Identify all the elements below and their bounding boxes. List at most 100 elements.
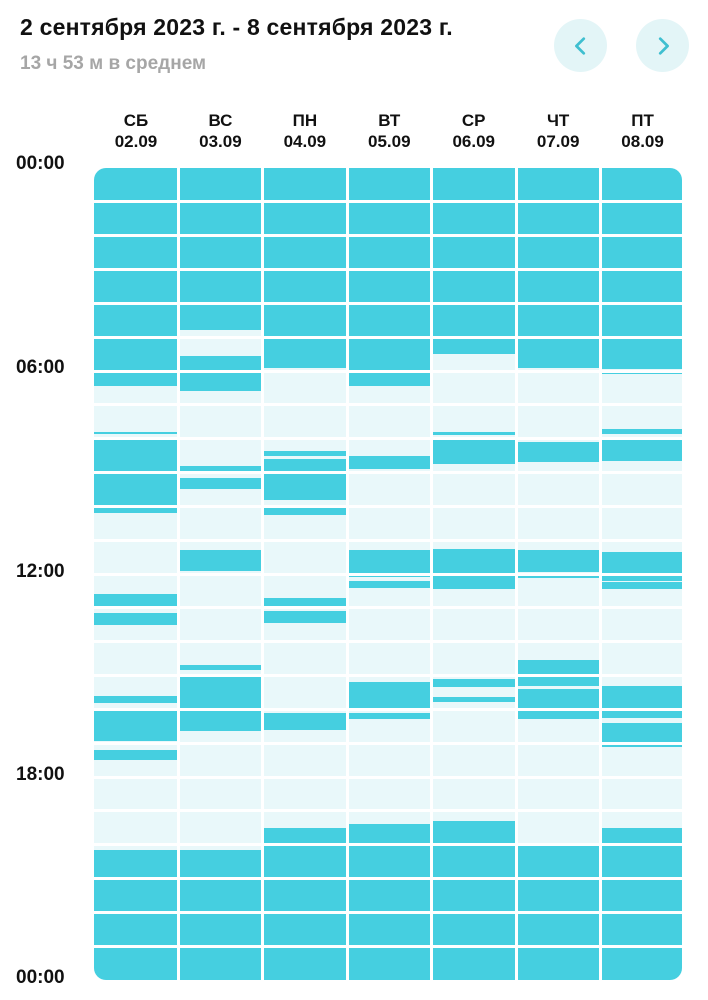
day-weekday: СР [461, 111, 486, 130]
day-date: 07.09 [536, 132, 580, 151]
hour-divider [94, 572, 682, 576]
hour-divider [94, 369, 682, 373]
sleep-segment [347, 682, 432, 710]
hour-divider [94, 471, 682, 474]
day-column-0 [94, 168, 179, 980]
sleep-segment [431, 820, 517, 980]
day-header-3: ВТ 05.09 [347, 110, 431, 152]
sleep-segment [262, 450, 348, 456]
sleep-segment [94, 168, 179, 387]
sleep-segment [516, 550, 601, 573]
hour-divider [94, 775, 682, 779]
sleep-segment [347, 580, 432, 588]
sleep-segment [94, 849, 179, 980]
hour-divider [94, 910, 682, 914]
day-header-0: СБ 02.09 [94, 110, 178, 152]
day-column-3 [347, 168, 432, 980]
sleep-segment [600, 722, 682, 747]
day-header-1: ВС 03.09 [178, 110, 262, 152]
sleep-segment [94, 431, 179, 435]
time-label-3: 18:00 [16, 764, 65, 785]
day-weekday: ВС [208, 111, 233, 130]
sleep-segment [178, 465, 263, 472]
day-date: 05.09 [368, 132, 411, 151]
sleep-segment [431, 440, 517, 465]
day-header-2: ПН 04.09 [263, 110, 347, 152]
sleep-segment [262, 611, 348, 624]
sleep-segment [94, 695, 179, 703]
time-label-1: 06:00 [16, 357, 65, 378]
sleep-segment [94, 594, 179, 608]
sleep-segment [94, 709, 179, 742]
day-header-5: ЧТ 07.09 [516, 110, 600, 152]
time-label-4: 00:00 [16, 967, 65, 988]
day-date: 08.09 [621, 132, 664, 151]
day-weekday: СБ [123, 111, 149, 130]
hour-divider [94, 606, 682, 610]
sleep-segment [600, 372, 682, 375]
day-weekday: ПН [292, 111, 318, 130]
day-date: 04.09 [283, 132, 327, 151]
hour-divider [94, 674, 682, 677]
day-date: 02.09 [114, 132, 158, 151]
hour-divider [94, 809, 682, 813]
day-column-1 [178, 168, 263, 980]
sleep-segment [347, 712, 432, 720]
sleep-segment [431, 431, 517, 436]
sleep-segment [516, 575, 601, 579]
sleep-segment [94, 508, 179, 514]
hour-divider [94, 301, 682, 305]
sleep-segment [516, 689, 601, 720]
sleep-segment [347, 824, 432, 980]
sleep-segment [178, 355, 263, 392]
hour-divider [94, 403, 682, 407]
next-week-button[interactable] [636, 19, 689, 72]
hour-divider [94, 234, 682, 238]
sleep-segment [262, 458, 348, 500]
day-column-4 [431, 168, 517, 980]
day-weekday: ВТ [378, 111, 401, 130]
sleep-segment [431, 168, 517, 355]
day-weekday: ЧТ [546, 111, 570, 130]
hour-divider [94, 640, 682, 644]
sleep-segment [262, 597, 348, 607]
hour-divider [94, 437, 682, 441]
sleep-segment [431, 697, 517, 702]
sleep-grid [94, 168, 682, 980]
sleep-segment [600, 552, 682, 581]
time-label-2: 12:00 [16, 561, 65, 582]
day-header-6: ПТ 08.09 [601, 110, 685, 152]
hour-divider [94, 335, 682, 339]
hour-divider [94, 944, 682, 948]
sleep-segment [600, 428, 682, 434]
sleep-segment [600, 827, 682, 980]
hour-divider [94, 538, 682, 542]
hour-divider [94, 200, 682, 204]
sleep-segment [262, 827, 348, 980]
sleep-segment [347, 168, 432, 387]
sleep-segment [178, 675, 263, 732]
sleep-segment [600, 685, 682, 718]
day-weekday: ПТ [631, 111, 654, 130]
hour-divider [94, 504, 682, 508]
sleep-segment [178, 849, 263, 980]
hour-divider [94, 843, 682, 847]
sleep-segment [516, 442, 601, 463]
sleep-segment [431, 678, 517, 688]
sleep-segment [600, 582, 682, 590]
hour-divider [94, 268, 682, 271]
sleep-segment [431, 548, 517, 590]
hour-divider [94, 877, 682, 880]
chevron-left-icon [574, 36, 585, 55]
average-duration: 13 ч 53 м в среднем [20, 53, 207, 74]
day-date: 03.09 [199, 132, 242, 151]
date-range-title: 2 сентября 2023 г. - 8 сентября 2023 г. [20, 14, 453, 40]
hour-divider [94, 741, 682, 745]
sleep-segment [178, 168, 263, 331]
day-header-4: СР 06.09 [432, 110, 516, 152]
prev-week-button[interactable] [554, 19, 607, 72]
sleep-segment [94, 612, 179, 625]
sleep-segment [178, 550, 263, 571]
sleep-segment [178, 665, 263, 671]
chevron-right-icon [658, 36, 669, 55]
